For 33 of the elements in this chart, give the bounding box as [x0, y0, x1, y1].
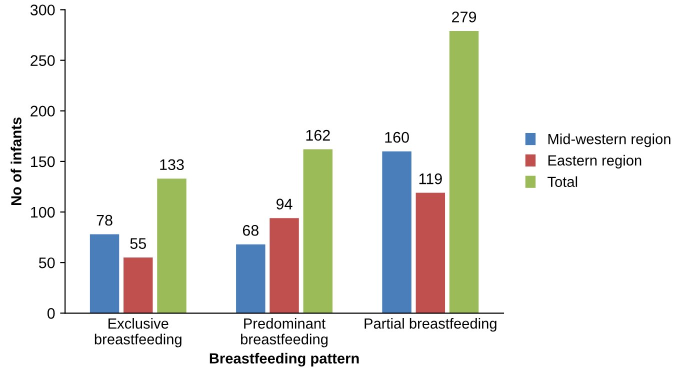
- legend-label: Eastern region: [548, 154, 642, 168]
- data-label: 279: [452, 12, 476, 22]
- y-tick-label: 200: [30, 106, 55, 117]
- bar: [236, 244, 266, 314]
- legend-label: Mid-western region: [548, 133, 670, 148]
- data-label: 94: [276, 198, 292, 210]
- y-axis-title: No of infants: [10, 117, 22, 206]
- bar: [157, 178, 186, 314]
- data-label: 119: [419, 173, 442, 184]
- bar: [382, 151, 412, 314]
- bar: [90, 234, 120, 314]
- data-label: 78: [96, 214, 112, 226]
- bar: [270, 218, 299, 314]
- x-tick-label: Exclusive breastfeeding: [94, 318, 182, 348]
- data-label: 68: [242, 224, 258, 236]
- bar: [449, 30, 479, 314]
- x-tick-label: Partial breastfeeding: [364, 318, 496, 332]
- y-tick-label: 0: [47, 308, 55, 319]
- legend-label: Total: [548, 176, 578, 188]
- x-tick-label: Predominant breastfeeding: [241, 318, 328, 348]
- y-tick-label: 250: [30, 55, 55, 66]
- data-label: 162: [306, 130, 330, 141]
- y-tick-label: 100: [31, 206, 55, 218]
- y-tick-label: 300: [30, 4, 55, 16]
- data-label: 160: [385, 132, 409, 143]
- data-label: 55: [130, 238, 146, 249]
- y-tick-label: 150: [31, 156, 55, 168]
- y-tick-label: 50: [38, 257, 55, 268]
- x-axis-title: Breastfeeding pattern: [210, 352, 359, 367]
- bar: [416, 192, 446, 314]
- bar: [124, 258, 153, 314]
- bar: [303, 149, 332, 314]
- data-label: 133: [160, 159, 184, 170]
